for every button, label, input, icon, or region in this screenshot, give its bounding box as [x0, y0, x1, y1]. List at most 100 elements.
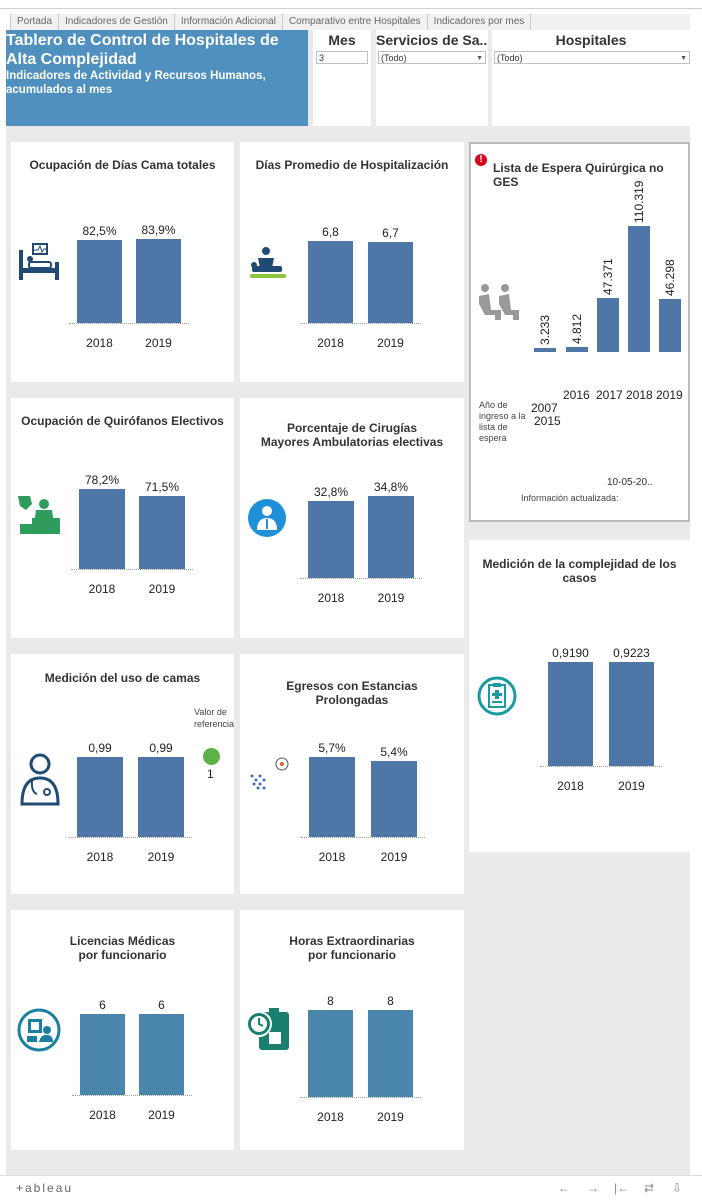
tab-portada[interactable]: Portada — [10, 14, 60, 30]
chart-baseline — [300, 1097, 421, 1098]
bar-2018[interactable] — [77, 240, 122, 323]
page-subtitle: Indicadores de Actividad y Recursos Huma… — [6, 70, 266, 96]
redo-icon[interactable]: → — [587, 1181, 599, 1195]
bar-2019[interactable] — [139, 496, 185, 569]
revert-icon[interactable]: |← — [614, 1181, 630, 1195]
card-title: Ocupación de Días Cama totales — [29, 158, 216, 172]
waitlist-year-label: 2016 — [563, 388, 590, 402]
waiting-room-icon — [479, 284, 519, 320]
tab-indicadores-gestion[interactable]: Indicadores de Gestión — [59, 14, 175, 30]
chart-baseline — [69, 837, 192, 838]
clock-hours-icon — [246, 1008, 289, 1050]
year-tick-label: 2018 — [89, 1108, 116, 1122]
bar-value-label: 83,9% — [141, 223, 176, 237]
bar-2018[interactable] — [548, 662, 593, 766]
waitlist-bar[interactable] — [659, 299, 681, 352]
year-tick-label: 2018 — [317, 1110, 344, 1124]
bar-value-label: 8 — [327, 994, 334, 1008]
bar-value-label: 6 — [99, 998, 106, 1012]
year-tick-label: 2018 — [317, 591, 345, 605]
year-tick-label: 2019 — [377, 1110, 404, 1124]
bar-2018[interactable] — [79, 489, 125, 569]
year-tick-label: 2019 — [148, 1108, 175, 1122]
year-tick-label: 2018 — [86, 336, 113, 350]
chart-baseline — [300, 578, 422, 579]
bar-value-label: 5,7% — [318, 741, 346, 755]
bar-value-label: 34,8% — [373, 480, 409, 494]
card-quirofanos: Ocupación de Quirófanos Electivos 78,2% 2… — [11, 398, 234, 638]
chart-baseline — [540, 766, 662, 767]
bar-2018[interactable] — [308, 1010, 353, 1097]
year-tick-label: 2018 — [318, 850, 346, 864]
bar-2018[interactable] — [77, 757, 123, 837]
year-tick-label: 2018 — [86, 850, 114, 864]
waitlist-bar[interactable] — [534, 348, 556, 352]
card-title: Medición de la complejidad de los casos — [482, 557, 677, 585]
card-title: Días Promedio de Hospitalización — [255, 158, 449, 172]
year-label-2007: 2007 — [531, 401, 558, 415]
bar-2018[interactable] — [80, 1014, 125, 1095]
chart-baseline — [301, 837, 425, 838]
waitlist-bar[interactable] — [566, 347, 588, 352]
reference-status-dot — [203, 748, 220, 765]
waitlist-value-label: 110.319 — [632, 180, 646, 224]
year-tick-label: 2019 — [380, 850, 408, 864]
bar-2019[interactable] — [368, 1010, 413, 1097]
waitlist-bar[interactable] — [628, 226, 650, 352]
hospitales-select-value: (Todo) — [497, 53, 523, 63]
waitlist-value-label: 4.812 — [570, 313, 584, 344]
card-complejidad: Medición de la complejidad de los casos … — [469, 540, 690, 852]
waitlist-bar[interactable] — [597, 298, 619, 352]
hospitales-select[interactable]: (Todo) ▼ — [494, 51, 690, 64]
alert-icon: ! — [475, 154, 487, 166]
chart-baseline — [71, 569, 193, 570]
tab-bar: Portada Indicadores de Gestión Informaci… — [10, 14, 690, 31]
bar-value-label: 6,7 — [382, 226, 399, 240]
bar-2019[interactable] — [371, 761, 417, 837]
bar-2019[interactable] — [139, 1014, 184, 1095]
chart-baseline — [300, 323, 421, 324]
servicios-select[interactable]: (Todo) ▼ — [378, 51, 486, 64]
reference-label: Valor de referencia — [194, 706, 234, 730]
tab-indicadores-mes[interactable]: Indicadores por mes — [428, 14, 532, 30]
bar-2018[interactable] — [309, 757, 355, 837]
card-title-line1: Licencias Médicas — [69, 934, 176, 948]
tab-comparativo[interactable]: Comparativo entre Hospitales — [283, 14, 428, 30]
tab-informacion-adicional[interactable]: Información Adicional — [175, 14, 283, 30]
bar-2019[interactable] — [368, 242, 413, 323]
reference-value: 1 — [207, 767, 214, 781]
year-tick-label: 2019 — [377, 336, 404, 350]
year-tick-label: 2018 — [317, 336, 344, 350]
mes-input[interactable]: 3 — [316, 51, 368, 64]
bar-value-label: 5,4% — [380, 745, 408, 759]
bar-2019[interactable] — [136, 239, 181, 323]
download-icon[interactable]: ⇩ — [672, 1181, 683, 1195]
updated-date: 10-05-20.. — [607, 477, 653, 488]
year-label-2015: 2015 — [534, 414, 561, 428]
bar-2018[interactable] — [308, 501, 354, 578]
medical-record-icon — [477, 676, 517, 716]
undo-icon[interactable]: ← — [558, 1181, 570, 1195]
doctor-icon — [20, 753, 60, 806]
bar-2019[interactable] — [609, 662, 654, 766]
bar-2018[interactable] — [308, 241, 353, 323]
hospital-bed-icon — [19, 243, 59, 280]
bar-value-label: 6,8 — [322, 225, 339, 239]
card-title: Medición del uso de camas — [44, 671, 201, 685]
filter-hospitales: Hospitales (Todo) ▼ — [492, 30, 690, 126]
axis-caption: Año de ingreso a la lista de espera — [479, 400, 526, 443]
waitlist-year-label: 2017 — [596, 388, 623, 402]
bar-2019[interactable] — [368, 496, 414, 578]
year-tick-label: 2018 — [88, 582, 116, 596]
year-tick-label: 2018 — [557, 779, 584, 793]
card-dias-promedio: Días Promedio de Hospitalización 6,8 2018… — [240, 142, 464, 382]
card-ocupacion-dias-cama: Ocupación de Días Cama totales 82,5% 2018… — [11, 142, 234, 382]
top-divider — [0, 8, 702, 9]
filter-servicios-label: Servicios de Sa... — [376, 32, 488, 48]
share-icon[interactable]: ⇄ — [644, 1181, 655, 1195]
card-lista-espera: ! Lista de Espera Quirúrgica no GES Año … — [469, 142, 690, 522]
bar-2019[interactable] — [138, 757, 184, 837]
particles-icon — [250, 757, 289, 790]
card-title-line2: por funcionario — [308, 948, 396, 962]
bar-value-label: 78,2% — [84, 473, 120, 487]
